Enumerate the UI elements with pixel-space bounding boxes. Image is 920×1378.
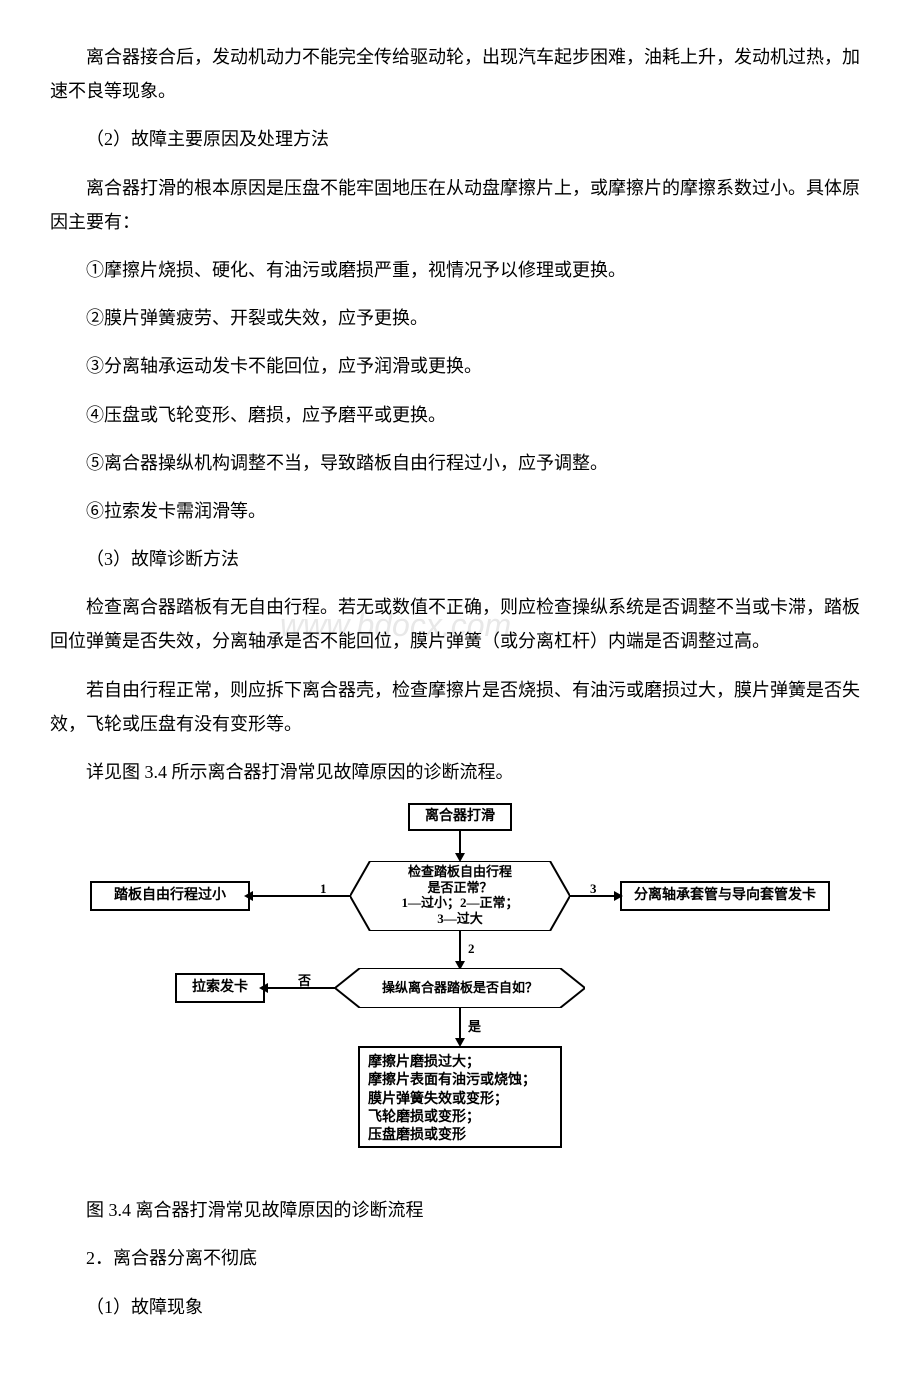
result-line: 摩擦片磨损过大； bbox=[368, 1054, 552, 1072]
arrow-left-icon bbox=[244, 891, 253, 901]
flowchart-edge-label: 是 bbox=[468, 1015, 481, 1040]
flowchart-result-box: 摩擦片磨损过大； 摩擦片表面有油污或烧蚀； 膜片弹簧失效或变形； 飞轮磨损或变形… bbox=[358, 1046, 562, 1148]
flowchart-edge-label: 否 bbox=[298, 969, 311, 994]
result-line: 膜片弹簧失效或变形； bbox=[368, 1091, 552, 1109]
result-line: 压盘磨损或变形 bbox=[368, 1127, 552, 1145]
flowchart-edge-label: 2 bbox=[468, 937, 475, 962]
flowchart-edge-label: 3 bbox=[590, 877, 597, 902]
list-item: ②膜片弹簧疲劳、开裂或失效，应予更换。 bbox=[50, 301, 870, 335]
result-line: 摩擦片表面有油污或烧蚀； bbox=[368, 1072, 552, 1090]
flowchart-result-box: 分离轴承套管与导向套管发卡 bbox=[620, 881, 830, 911]
list-item: ①摩擦片烧损、硬化、有油污或磨损严重，视情况予以修理或更换。 bbox=[50, 253, 870, 287]
flowchart-decision-2: 操纵离合器踏板是否自如？ bbox=[335, 968, 585, 1008]
flowchart-decision-1: 检查踏板自由行程 是否正常？ 1—过小；2—正常； 3—过大 bbox=[350, 861, 570, 931]
paragraph: 详见图 3.4 所示离合器打滑常见故障原因的诊断流程。 bbox=[50, 755, 870, 789]
arrow-right-icon bbox=[614, 891, 623, 901]
flowchart-start-box: 离合器打滑 bbox=[408, 803, 512, 831]
decision-text: 3—过大 bbox=[437, 911, 483, 926]
paragraph: （1）故障现象 bbox=[50, 1290, 870, 1324]
flowchart-connector bbox=[459, 1008, 461, 1040]
flowchart-connector bbox=[459, 931, 461, 963]
paragraph: 离合器打滑的根本原因是压盘不能牢固地压在从动盘摩擦片上，或摩擦片的摩擦系数过小。… bbox=[50, 171, 870, 239]
list-item: ⑥拉索发卡需润滑等。 bbox=[50, 494, 870, 528]
decision-text: 检查踏板自由行程 bbox=[408, 864, 512, 879]
list-item: ④压盘或飞轮变形、磨损，应予磨平或更换。 bbox=[50, 398, 870, 432]
flowchart-connector bbox=[250, 895, 350, 897]
decision-text: 是否正常？ bbox=[427, 880, 492, 895]
flowchart-result-box: 拉索发卡 bbox=[175, 973, 265, 1003]
document-body: 离合器接合后，发动机动力不能完全传给驱动轮，出现汽车起步困难，油耗上升，发动机过… bbox=[50, 40, 870, 1324]
list-item: ⑤离合器操纵机构调整不当，导致踏板自由行程过小，应予调整。 bbox=[50, 446, 870, 480]
flowchart-connector bbox=[459, 831, 461, 855]
flowchart-edge-label: 1 bbox=[320, 877, 327, 902]
paragraph: 若自由行程正常，则应拆下离合器壳，检查摩擦片是否烧损、有油污或磨损过大，膜片弹簧… bbox=[50, 673, 870, 741]
result-line: 飞轮磨损或变形； bbox=[368, 1109, 552, 1127]
arrow-left-icon bbox=[259, 983, 268, 993]
figure-caption: 图 3.4 离合器打滑常见故障原因的诊断流程 bbox=[50, 1193, 870, 1227]
flowchart-result-box: 踏板自由行程过小 bbox=[90, 881, 250, 911]
paragraph: （2）故障主要原因及处理方法 bbox=[50, 122, 870, 156]
list-item: ③分离轴承运动发卡不能回位，应予润滑或更换。 bbox=[50, 349, 870, 383]
paragraph: （3）故障诊断方法 bbox=[50, 542, 870, 576]
flowchart-diagram: 离合器打滑 检查踏板自由行程 是否正常？ 1—过小；2—正常； 3—过大 踏板自… bbox=[80, 803, 840, 1183]
decision-text: 1—过小；2—正常； bbox=[401, 895, 518, 910]
paragraph: 离合器接合后，发动机动力不能完全传给驱动轮，出现汽车起步困难，油耗上升，发动机过… bbox=[50, 40, 870, 108]
paragraph: 2．离合器分离不彻底 bbox=[50, 1241, 870, 1275]
paragraph: 检查离合器踏板有无自由行程。若无或数值不正确，则应检查操纵系统是否调整不当或卡滞… bbox=[50, 590, 870, 658]
